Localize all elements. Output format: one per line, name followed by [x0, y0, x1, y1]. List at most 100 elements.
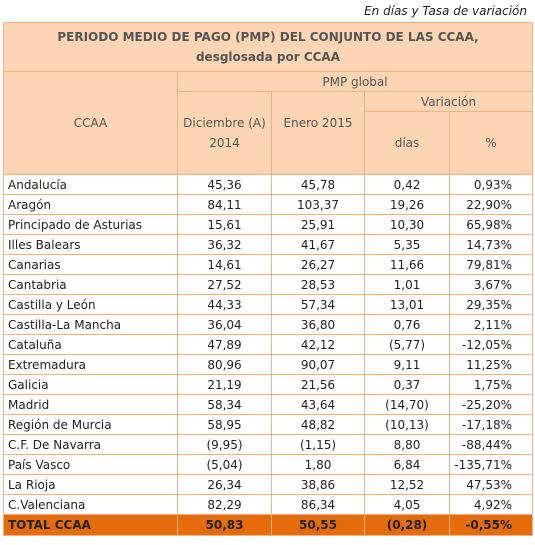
region-cell: Canarias: [3, 254, 178, 275]
value-cell: -0,55%: [449, 514, 533, 536]
value-cell: 36,04: [177, 314, 272, 335]
value-cell: 58,34: [177, 394, 272, 415]
table-row: La Rioja 26,34 38,86 12,52 47,53%: [3, 474, 533, 495]
value-cell: 41,67: [271, 234, 365, 255]
value-cell: 58,95: [177, 414, 272, 435]
value-cell: -135,71%: [449, 454, 533, 475]
table-body: PERIODO MEDIO DE PAGO (PMP) DEL CONJUNTO…: [3, 22, 533, 536]
value-cell: 0,76: [364, 314, 450, 335]
value-cell: -17,18%: [449, 414, 533, 435]
value-cell: 0,93%: [449, 174, 533, 195]
table-row: Principado de Asturias 15,61 25,91 10,30 65,…: [3, 214, 533, 235]
value-cell: 43,64: [271, 394, 365, 415]
value-cell: 19,26: [364, 194, 450, 215]
title-line: PERIODO MEDIO DE PAGO (PMP) DEL CONJUNTO…: [57, 30, 479, 44]
header-cell: PMP global: [177, 71, 533, 92]
table-row: C.F. De Navarra (9,95) (1,15) 8,80 -88,44%: [3, 434, 533, 455]
header-line: 2014: [209, 136, 240, 150]
value-cell: 50,55: [271, 514, 365, 536]
value-cell: 8,80: [364, 434, 450, 455]
header-cell: %: [449, 111, 533, 175]
value-cell: 22,90%: [449, 194, 533, 215]
value-cell: 2,11%: [449, 314, 533, 335]
table-row: Región de Murcia 58,95 48,82 (10,13) -17,18%: [3, 414, 533, 435]
table-row: Canarias 14,61 26,27 11,66 79,81%: [3, 254, 533, 275]
table: PERIODO MEDIO DE PAGO (PMP) DEL CONJUNTO…: [3, 22, 533, 536]
value-cell: 4,05: [364, 494, 450, 515]
table-row: Galicia 21,19 21,56 0,37 1,75%: [3, 374, 533, 395]
table-row: C.Valenciana 82,29 86,34 4,05 4,92%: [3, 494, 533, 515]
region-cell: Principado de Asturias: [3, 214, 178, 235]
value-cell: 48,82: [271, 414, 365, 435]
table-row: Aragón 84,11 103,37 19,26 22,90%: [3, 194, 533, 215]
value-cell: -88,44%: [449, 434, 533, 455]
region-cell: Castilla-La Mancha: [3, 314, 178, 335]
header-cell: Variación: [364, 91, 533, 112]
region-cell: Región de Murcia: [3, 414, 178, 435]
title-cell: PERIODO MEDIO DE PAGO (PMP) DEL CONJUNTO…: [3, 22, 533, 72]
table-row: Cataluña 47,89 42,12 (5,77) -12,05%: [3, 334, 533, 355]
region-cell: C.Valenciana: [3, 494, 178, 515]
value-cell: 13,01: [364, 294, 450, 315]
value-cell: 1,80: [271, 454, 365, 475]
table-row: Madrid 58,34 43,64 (14,70) -25,20%: [3, 394, 533, 415]
region-cell: Cantabria: [3, 274, 178, 295]
value-cell: 28,53: [271, 274, 365, 295]
table-row: Andalucía 45,36 45,78 0,42 0,93%: [3, 174, 533, 195]
note: En días y Tasa de variación: [364, 4, 527, 18]
value-cell: 84,11: [177, 194, 272, 215]
value-cell: 21,19: [177, 374, 272, 395]
value-cell: 12,52: [364, 474, 450, 495]
value-cell: 36,80: [271, 314, 365, 335]
value-cell: 44,33: [177, 294, 272, 315]
value-cell: 25,91: [271, 214, 365, 235]
value-cell: 10,30: [364, 214, 450, 235]
value-cell: 1,75%: [449, 374, 533, 395]
table-row: Extremadura 80,96 90,07 9,11 11,25%: [3, 354, 533, 375]
region-cell: Illes Balears: [3, 234, 178, 255]
table-row: Castilla-La Mancha 36,04 36,80 0,76 2,11%: [3, 314, 533, 335]
value-cell: 36,32: [177, 234, 272, 255]
region-cell: La Rioja: [3, 474, 178, 495]
value-cell: 80,96: [177, 354, 272, 375]
value-cell: 15,61: [177, 214, 272, 235]
value-cell: 45,78: [271, 174, 365, 195]
value-cell: 57,34: [271, 294, 365, 315]
value-cell: 26,34: [177, 474, 272, 495]
value-cell: 0,42: [364, 174, 450, 195]
header-cell: días: [364, 111, 450, 175]
region-cell: Castilla y León: [3, 294, 178, 315]
region-cell: Madrid: [3, 394, 178, 415]
table-row: Castilla y León 44,33 57,34 13,01 29,35%: [3, 294, 533, 315]
region-cell: Galicia: [3, 374, 178, 395]
value-cell: (5,77): [364, 334, 450, 355]
header-line: Diciembre (A): [183, 116, 266, 130]
value-cell: (5,04): [177, 454, 272, 475]
value-cell: 29,35%: [449, 294, 533, 315]
value-cell: 86,34: [271, 494, 365, 515]
table-row: TOTAL CCAA 50,83 50,55 (0,28) -0,55%: [3, 514, 533, 536]
region-cell: País Vasco: [3, 454, 178, 475]
value-cell: 9,11: [364, 354, 450, 375]
value-cell: 47,89: [177, 334, 272, 355]
value-cell: 65,98%: [449, 214, 533, 235]
value-cell: 5,35: [364, 234, 450, 255]
value-cell: 45,36: [177, 174, 272, 195]
value-cell: 38,86: [271, 474, 365, 495]
value-cell: 42,12: [271, 334, 365, 355]
value-cell: (9,95): [177, 434, 272, 455]
value-cell: 11,25%: [449, 354, 533, 375]
value-cell: 103,37: [271, 194, 365, 215]
value-cell: 11,66: [364, 254, 450, 275]
region-cell: TOTAL CCAA: [3, 514, 178, 536]
value-cell: 82,29: [177, 494, 272, 515]
value-cell: 4,92%: [449, 494, 533, 515]
value-cell: 79,81%: [449, 254, 533, 275]
value-cell: 26,27: [271, 254, 365, 275]
value-cell: 21,56: [271, 374, 365, 395]
header-cell: Diciembre (A) 2014: [177, 91, 272, 175]
value-cell: 14,61: [177, 254, 272, 275]
value-cell: 14,73%: [449, 234, 533, 255]
value-cell: (14,70): [364, 394, 450, 415]
